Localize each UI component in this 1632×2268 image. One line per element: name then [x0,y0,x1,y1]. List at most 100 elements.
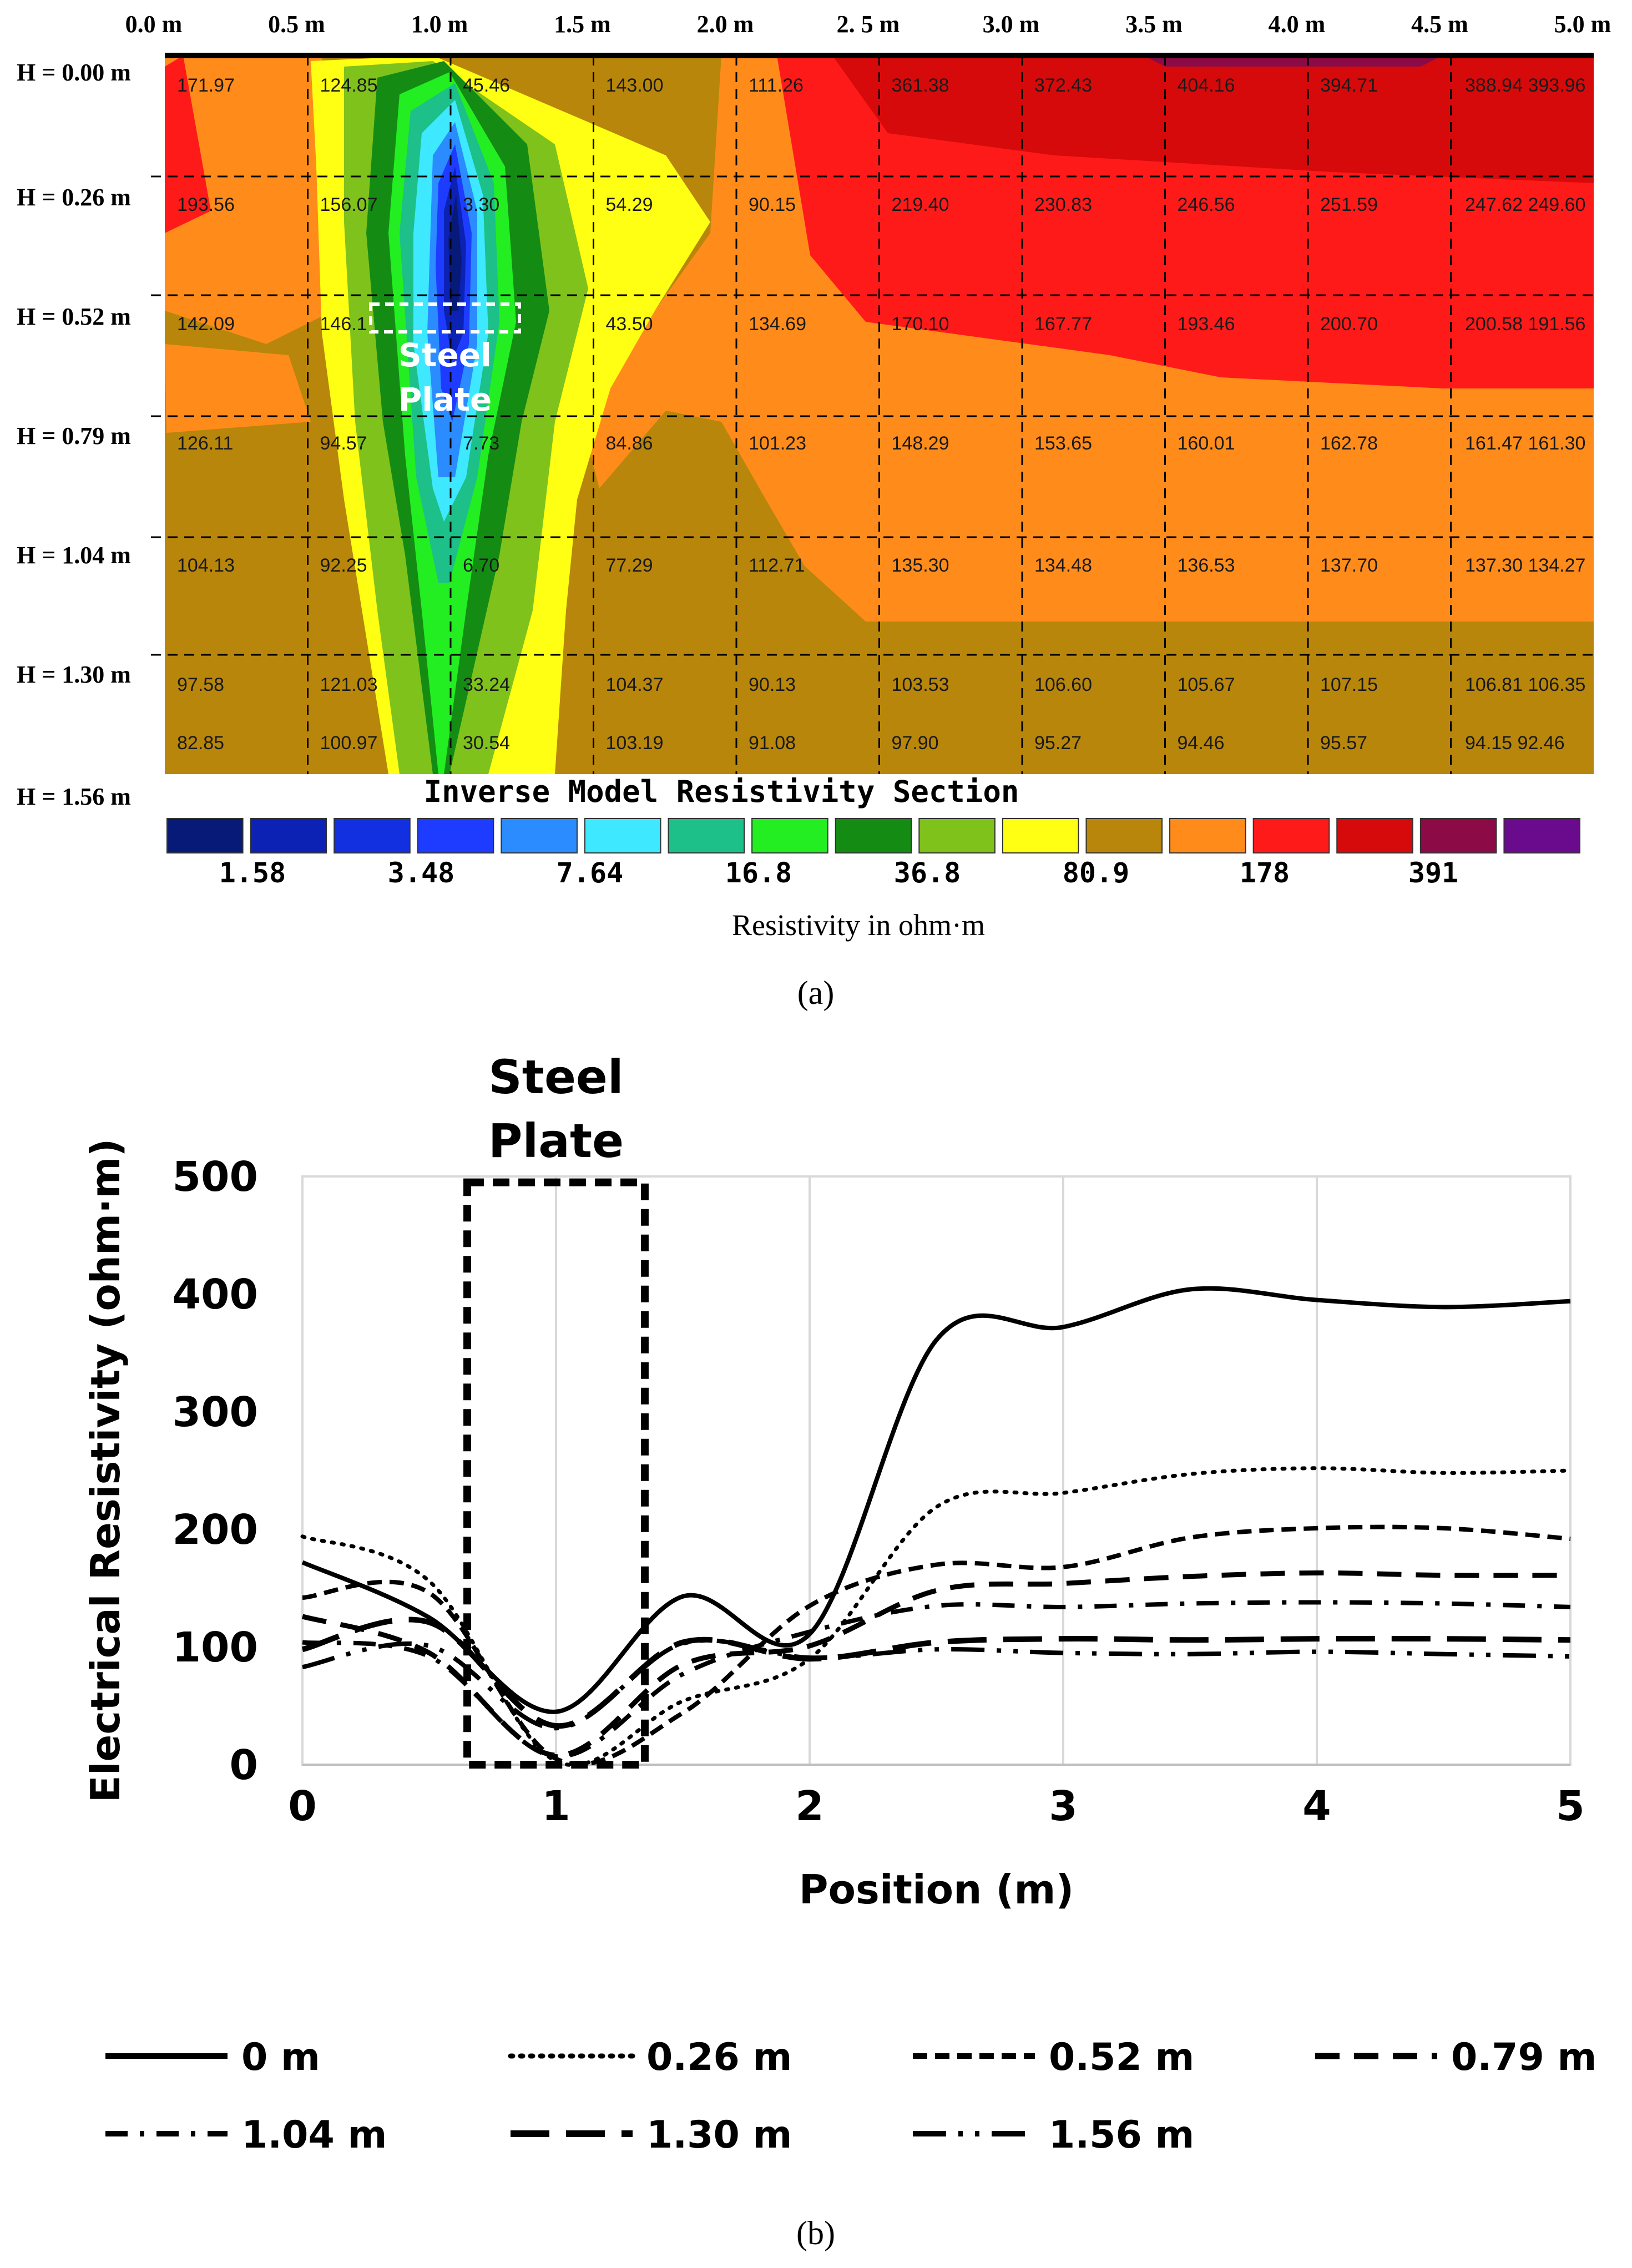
cell-value: 43.50 [606,314,653,335]
series-line-1-04m [302,1600,1571,1759]
x-tick-label: 2. 5 m [837,11,900,38]
cell-value: 142.09 [177,314,235,335]
colorbar-swatch [1336,818,1413,853]
legend-label: 1.04 m [241,2113,387,2157]
cell-value: 361.38 [892,75,949,96]
cell-value: 92.25 [320,555,367,576]
cell-value: 394.71 [1320,75,1378,96]
cell-value: 104.13 [177,555,235,576]
cell-value: 94.15 92.46 [1465,733,1565,754]
y-tick-label: 400 [173,1271,258,1319]
cell-value: 3.30 [463,194,499,215]
cell-value: 105.67 [1178,674,1235,695]
legend-label: 0.79 m [1451,2035,1596,2079]
colorbar-swatch [501,818,578,853]
y-tick-label: 0 [230,1741,259,1789]
x-tick-label: 0 [288,1782,317,1830]
cell-value: 33.24 [463,674,510,695]
colorbar-swatch [1002,818,1079,853]
series-line-0m [301,1286,1571,1714]
depth-label: H = 0.52 m [17,303,131,330]
legend-label: 0.26 m [646,2035,792,2079]
cell-value: 200.58 191.56 [1465,314,1585,335]
cell-value: 101.23 [749,433,806,454]
colorbar-swatch [1085,818,1163,853]
colorbar-tick-label: 7.64 [557,857,623,889]
x-tick-label: 1.5 m [554,11,611,38]
x-tick-label: 0.5 m [268,11,325,38]
cell-value: 162.78 [1320,433,1378,454]
cell-value: 84.86 [606,433,653,454]
cell-value: 153.65 [1034,433,1092,454]
cell-value: 90.13 [749,674,796,695]
cell-value: 146.1 [320,314,367,335]
legend-label: 0.52 m [1049,2035,1194,2079]
cell-value: 134.69 [749,314,806,335]
map-grid [151,55,1594,774]
cell-value: 82.85 [177,733,224,754]
cell-value: 148.29 [892,433,949,454]
cell-value: 193.46 [1178,314,1235,335]
cell-value: 7.73 [463,433,499,454]
colorbar-swatch [1503,818,1581,853]
colorbar-swatch [751,818,828,853]
cell-value: 160.01 [1178,433,1235,454]
cell-value: 404.16 [1178,75,1235,96]
series-line-1-56m [302,1638,1571,1731]
cell-value: 124.85 [320,75,378,96]
cell-value: 247.62 249.60 [1465,194,1585,215]
depth-label: H = 1.30 m [17,661,131,688]
x-tick-label: 5 [1556,1782,1585,1830]
colorbar-ticks: 1.58 3.48 7.64 16.8 36.8 80.9 178 391 [219,857,1458,889]
cell-value: 94.46 [1178,733,1225,754]
colorbar-swatch [1252,818,1330,853]
x-tick-label: 3.0 m [983,11,1040,38]
x-tick-label: 1.0 m [411,11,468,38]
cell-value: 137.30 134.27 [1465,555,1585,576]
colorbar-swatch [334,818,411,853]
series-line-1-30m [301,1617,1571,1729]
resistivity-line-chart: 0 1 2 3 4 5 0 100 200 300 400 500 Steel Plate Electr… [82,1050,1596,2157]
cell-value: 103.19 [606,733,664,754]
depth-label: H = 1.56 m [17,783,131,810]
series-line-0-52m [302,1524,1571,1767]
cell-value: 95.27 [1034,733,1082,754]
cell-value: 372.43 [1034,75,1092,96]
cell-value: 6.70 [463,555,499,576]
x-tick-label: 4.5 m [1411,11,1468,38]
colorbar-tick-label: 391 [1408,857,1458,889]
cell-value: 45.46 [463,75,510,96]
plot-area: 0 1 2 3 4 5 0 100 200 300 400 500 [173,1153,1585,1830]
cell-value: 136.53 [1178,555,1235,576]
cell-value: 171.97 [177,75,235,96]
steel-plate-annotation: Steel Plate [488,1050,624,1168]
cell-value: 97.90 [892,733,939,754]
colorbar-tick-label: 36.8 [894,857,961,889]
y-axis-label: Electrical Resistivity (ohm·m) [82,1139,129,1803]
depth-label: H = 0.26 m [17,184,131,211]
cell-value: 126.11 [177,433,233,454]
colorbar-tick-label: 80.9 [1063,857,1129,889]
steel-plate-label-word: Steel [398,336,492,374]
y-tick-label: 300 [173,1388,258,1436]
colorbar-tick-label: 178 [1240,857,1290,889]
cell-value: 54.29 [606,194,653,215]
steel-plate-marker [369,302,521,334]
cell-value: 95.57 [1320,733,1367,754]
x-tick-label: 2.0 m [697,11,754,38]
depth-labels: H = 0.00 m H = 0.26 m H = 0.52 m H = 0.79 m… [17,59,131,810]
cell-value: 246.56 [1178,194,1235,215]
x-tick-label: 0.0 m [125,11,183,38]
y-tick-label: 100 [173,1624,258,1671]
cell-value: 219.40 [892,194,949,215]
colorbar [166,818,1581,853]
cell-values: 171.97 124.85 45.46 143.00 111.26 361.38 372.4… [177,75,1585,754]
x-axis-label: Position (m) [799,1866,1074,1913]
colorbar-tick-label: 1.58 [219,857,286,889]
cell-value: 77.29 [606,555,653,576]
steel-plate-annotation-word: Steel [488,1050,623,1104]
colorbar-swatch [1169,818,1246,853]
colorbar-swatch [918,818,996,853]
cell-value: 104.37 [606,674,664,695]
cell-value: 90.15 [749,194,796,215]
